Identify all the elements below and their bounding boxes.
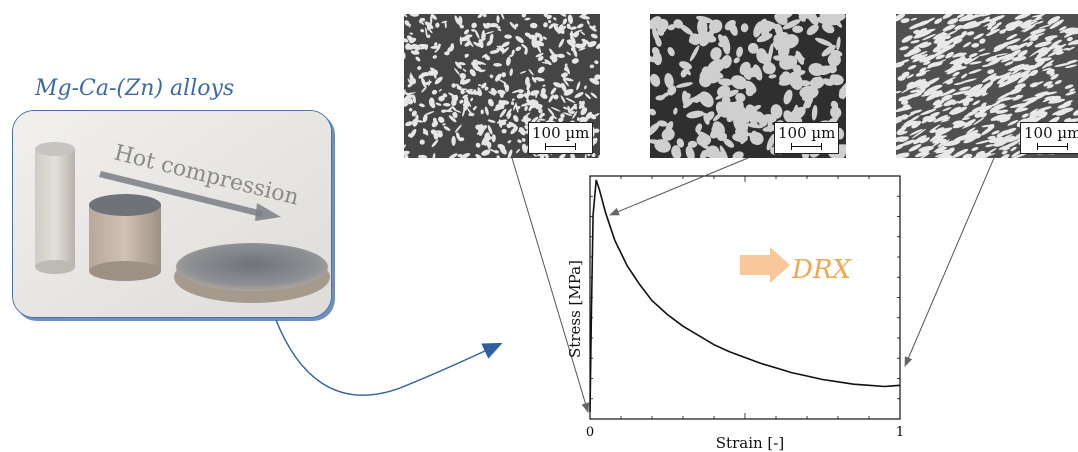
sample-photo: Hot compression: [12, 110, 332, 318]
micrograph-steady: 100 µm: [896, 14, 1078, 158]
x-axis-label: Strain [-]: [715, 434, 785, 452]
scale-bar: 100 µm: [528, 122, 594, 154]
tall-cylinder: [35, 149, 75, 267]
scale-bar: 100 µm: [774, 122, 840, 154]
scale-bar: 100 µm: [1020, 122, 1078, 154]
drx-arrow: [740, 247, 790, 283]
connector-line: [511, 157, 590, 413]
plot-frame: [589, 175, 901, 420]
micrograph-initial: 100 µm: [404, 14, 600, 158]
x-tick-label: 0: [586, 425, 594, 440]
stress-strain-curve: [589, 179, 901, 413]
drx-label: DRX: [792, 255, 851, 285]
alloy-title: Mg-Ca-(Zn) alloys: [35, 76, 235, 101]
micrograph-texture: [896, 14, 1078, 158]
axis-ticks: [589, 175, 901, 420]
micrograph-peak: 100 µm: [650, 14, 846, 158]
compression-samples-illustration: Hot compression: [13, 111, 331, 317]
y-axis-label: Stress [MPa]: [566, 260, 584, 358]
compression-arrow: [99, 171, 263, 217]
x-tick-label: 1: [896, 425, 904, 440]
process-arrow: [275, 319, 503, 396]
connector-line: [609, 157, 749, 216]
connector-line: [904, 157, 995, 367]
